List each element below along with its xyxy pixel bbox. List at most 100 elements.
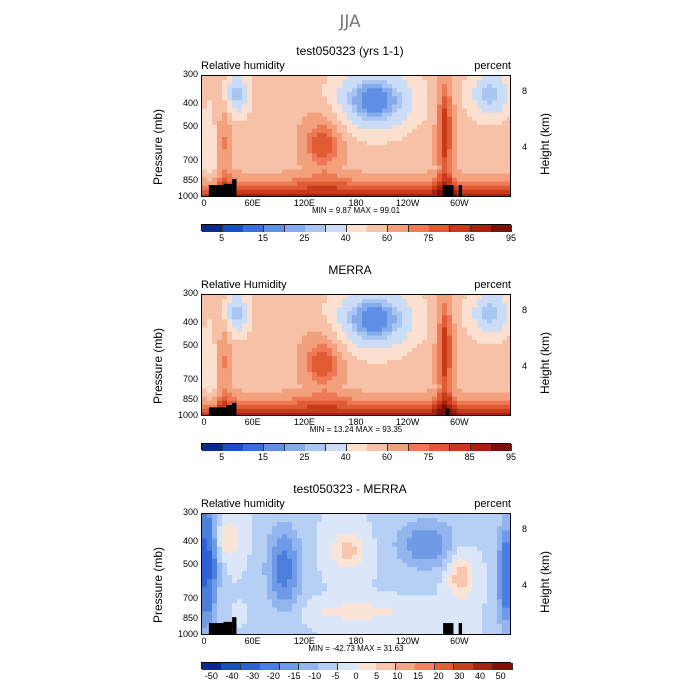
field-cell <box>307 84 313 89</box>
field-cell <box>352 538 358 543</box>
field-cell <box>302 546 308 551</box>
field-cell <box>202 566 208 572</box>
field-cell <box>447 124 453 130</box>
field-cell <box>492 315 498 320</box>
field-cell <box>457 404 463 410</box>
field-cell <box>352 368 358 373</box>
field-cell <box>472 88 478 93</box>
field-cell <box>257 595 263 600</box>
field-cell <box>457 331 463 337</box>
field-cell <box>427 189 433 195</box>
field-cell <box>237 627 243 633</box>
field-cell <box>322 392 328 398</box>
field-cell <box>397 546 403 551</box>
field-cell <box>242 351 248 357</box>
field-cell <box>202 299 208 304</box>
field-cell <box>307 169 313 174</box>
field-cell <box>437 169 443 174</box>
field-cell <box>407 116 413 122</box>
field-cell <box>222 558 228 564</box>
field-cell <box>262 173 268 179</box>
field-cell <box>252 339 258 345</box>
field-cell <box>382 339 388 345</box>
field-cell <box>432 315 438 320</box>
field-cell <box>312 307 318 312</box>
field-cell <box>277 615 283 621</box>
field-cell <box>402 376 408 381</box>
units-label: percent <box>474 279 511 291</box>
field-cell <box>472 161 478 166</box>
field-cell <box>332 185 338 191</box>
field-cell <box>307 347 313 353</box>
field-cell <box>372 607 378 612</box>
field-cell <box>422 408 428 414</box>
field-cell <box>497 128 503 134</box>
field-cell <box>477 173 483 179</box>
field-cell <box>302 558 308 564</box>
field-cell <box>472 80 478 85</box>
field-cell <box>482 177 488 183</box>
field-cell <box>382 173 388 179</box>
field-cell <box>322 376 328 381</box>
field-cell <box>222 603 228 608</box>
field-cell <box>327 619 333 625</box>
field-cell <box>452 408 458 414</box>
field-cell <box>292 360 298 365</box>
field-cell <box>317 169 323 174</box>
field-cell <box>357 193 363 196</box>
field-cell <box>407 575 413 580</box>
field-cell <box>302 137 308 142</box>
field-cell <box>267 546 273 551</box>
field-cell <box>237 307 243 312</box>
field-cell <box>457 132 463 138</box>
field-cell <box>392 372 398 377</box>
field-cell <box>427 376 433 381</box>
field-cell <box>432 327 438 332</box>
field-cell <box>237 368 243 373</box>
field-cell <box>377 368 383 373</box>
field-cell <box>372 554 378 560</box>
field-cell <box>427 104 433 109</box>
field-cell <box>257 84 263 89</box>
field-cell <box>467 84 473 89</box>
field-cell <box>277 542 283 547</box>
field-cell <box>492 388 498 393</box>
field-cell <box>227 128 233 134</box>
field-cell <box>507 396 510 402</box>
field-cell <box>407 84 413 89</box>
field-cell <box>497 80 503 85</box>
field-cell <box>402 372 408 377</box>
field-cell <box>352 88 358 93</box>
field-cell <box>347 137 353 142</box>
field-cell <box>272 408 278 414</box>
field-cell <box>357 307 363 312</box>
field-cell <box>442 116 448 122</box>
field-cell <box>437 132 443 138</box>
field-cell <box>392 583 398 588</box>
field-cell <box>347 92 353 97</box>
field-cell <box>262 181 268 187</box>
field-cell <box>247 570 253 576</box>
field-cell <box>257 319 263 324</box>
field-cell <box>237 141 243 146</box>
field-cell <box>492 307 498 312</box>
field-cell <box>467 189 473 195</box>
field-cell <box>262 562 268 568</box>
field-cell <box>367 514 373 519</box>
field-cell <box>342 518 348 523</box>
field-cell <box>407 368 413 373</box>
field-cell <box>462 189 468 195</box>
field-cell <box>297 408 303 414</box>
field-cell <box>217 522 223 527</box>
field-cell <box>252 380 258 385</box>
field-cell <box>307 408 313 414</box>
field-cell <box>492 80 498 85</box>
field-cell <box>217 100 223 105</box>
field-cell <box>317 173 323 179</box>
field-cell <box>472 96 478 101</box>
field-cell <box>287 108 293 113</box>
field-cell <box>337 518 343 523</box>
field-cell <box>207 92 213 97</box>
field-cell <box>397 599 403 604</box>
field-cell <box>482 331 488 337</box>
